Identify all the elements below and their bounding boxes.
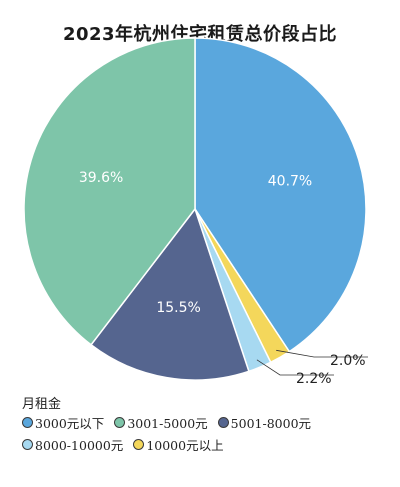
slice-label: 39.6% — [79, 170, 123, 186]
legend-row: 3000元以下 3001-5000元 5001-8000元 — [22, 412, 400, 432]
legend-label: 3001-5000元 — [127, 415, 208, 431]
slice-label: 2.0% — [330, 353, 366, 369]
legend: 3000元以下 3001-5000元 5001-8000元 8000-10000… — [22, 412, 400, 456]
legend-item-3001-5000: 3001-5000元 — [114, 413, 208, 432]
legend-item-3000-below: 3000元以下 — [22, 413, 104, 432]
leader-line — [256, 359, 334, 376]
legend-swatch — [114, 416, 126, 428]
leader-line — [276, 349, 368, 358]
legend-label: 10000元以上 — [146, 437, 224, 453]
legend-label: 8000-10000元 — [35, 437, 124, 453]
legend-label: 5001-8000元 — [230, 415, 312, 431]
legend-swatch — [22, 438, 33, 450]
pie-chart: 40.7% 2.0% 2.2% 15.5% 39.6% — [23, 37, 368, 387]
pie-slice — [23, 37, 196, 346]
slice-label: 2.2% — [296, 371, 332, 387]
chart-title: 2023年杭州住宅租赁总价段占比 — [62, 24, 338, 45]
legend-row: 8000-10000元 10000元以上 — [22, 434, 400, 454]
legend-item-5001-8000: 5001-8000元 — [217, 413, 312, 432]
legend-swatch — [217, 416, 229, 428]
legend-swatch — [22, 416, 33, 428]
slice-label: 40.7% — [268, 173, 312, 189]
legend-label: 3000元以下 — [35, 415, 105, 431]
legend-item-10000-above: 10000元以上 — [133, 435, 224, 454]
legend-swatch — [133, 438, 145, 450]
legend-title: 月租金 — [22, 397, 62, 412]
slice-label: 15.5% — [156, 300, 200, 316]
pie-slice — [89, 207, 250, 381]
legend-item-8000-10000: 8000-10000元 — [22, 435, 123, 454]
